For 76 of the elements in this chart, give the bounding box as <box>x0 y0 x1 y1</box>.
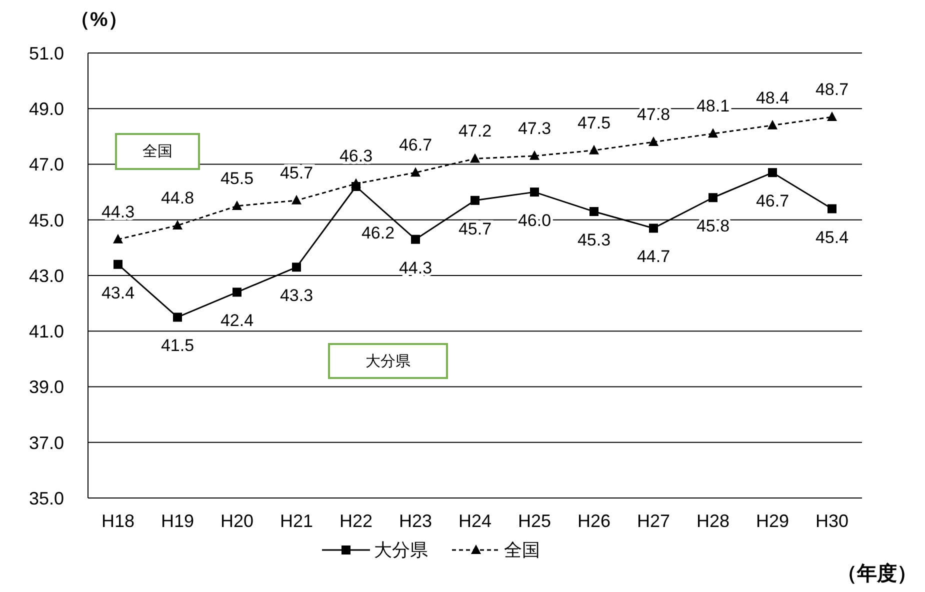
x-tick-label: H28 <box>696 510 730 531</box>
point <box>470 196 480 205</box>
x-tick-label: H20 <box>220 510 254 531</box>
point <box>173 312 182 322</box>
point <box>113 234 123 244</box>
point <box>232 288 242 297</box>
legend-label: 大分県 <box>374 539 428 562</box>
x-tick-label: H25 <box>518 510 552 531</box>
data-label: 47.2 <box>458 122 492 141</box>
point <box>292 262 301 272</box>
y-tick-label: 45.0 <box>28 210 64 230</box>
point <box>292 194 302 204</box>
y-tick-label: 35.0 <box>28 488 64 508</box>
data-label: 48.7 <box>815 80 849 99</box>
y-tick-label: 43.0 <box>28 266 64 286</box>
point <box>649 224 658 233</box>
y-tick-label: 47.0 <box>28 154 64 175</box>
data-label: 47.3 <box>518 118 552 138</box>
point <box>828 204 836 214</box>
data-label: 45.4 <box>815 228 849 247</box>
point <box>590 207 598 216</box>
data-label: 45.7 <box>458 219 492 238</box>
point <box>708 193 718 202</box>
x-tick-label: H23 <box>398 510 432 531</box>
point <box>708 128 718 138</box>
data-label: 43.3 <box>280 286 314 306</box>
point <box>648 136 658 146</box>
data-label: 41.5 <box>160 336 194 356</box>
point <box>768 168 777 178</box>
legend-label: 全国 <box>504 539 540 562</box>
point <box>589 144 599 154</box>
data-label: 44.3 <box>101 202 135 222</box>
data-label: 45.8 <box>696 216 730 236</box>
y-tick-label: 39.0 <box>28 377 64 398</box>
data-label: 45.5 <box>220 168 254 188</box>
y-tick-label: 51.0 <box>28 43 64 64</box>
point <box>768 120 778 130</box>
x-tick-label: H24 <box>458 510 492 531</box>
x-tick-label: H22 <box>339 510 373 531</box>
x-axis-title: （年度） <box>837 562 917 587</box>
x-tick-label: H21 <box>280 510 314 531</box>
data-label: 43.4 <box>101 283 135 302</box>
x-tick-label: H30 <box>815 510 849 531</box>
point <box>827 111 837 121</box>
x-tick-label: H19 <box>160 510 194 531</box>
data-label: 44.8 <box>160 188 194 208</box>
point <box>114 260 122 269</box>
data-label: 48.4 <box>756 88 790 108</box>
x-tick-label: H29 <box>756 510 790 531</box>
data-label: 45.3 <box>577 230 611 250</box>
x-tick-label: H27 <box>636 510 670 531</box>
data-label: 42.4 <box>220 311 254 330</box>
data-label: 46.3 <box>339 146 373 166</box>
data-label: 46.7 <box>756 192 790 211</box>
data-label: 46.2 <box>361 224 395 242</box>
point <box>411 234 420 244</box>
data-label: 44.7 <box>636 247 670 266</box>
point <box>172 220 182 230</box>
y-axis-title: （%） <box>70 8 128 33</box>
point <box>530 150 540 160</box>
point <box>470 153 480 163</box>
data-label: 46.7 <box>398 136 432 155</box>
x-tick-label: H26 <box>577 510 611 531</box>
framed-label: 全国 <box>115 133 200 170</box>
data-label: 47.5 <box>577 113 611 132</box>
framed-label: 大分県 <box>328 343 448 379</box>
point <box>410 167 420 177</box>
point <box>351 178 361 188</box>
point <box>232 200 242 210</box>
y-tick-label: 37.0 <box>28 432 64 453</box>
data-label: 44.3 <box>398 258 432 278</box>
point <box>530 188 539 197</box>
x-tick-label: H18 <box>101 510 135 531</box>
data-label: 45.7 <box>280 163 314 182</box>
y-tick-label: 41.0 <box>28 322 64 342</box>
y-tick-label: 49.0 <box>28 99 64 120</box>
